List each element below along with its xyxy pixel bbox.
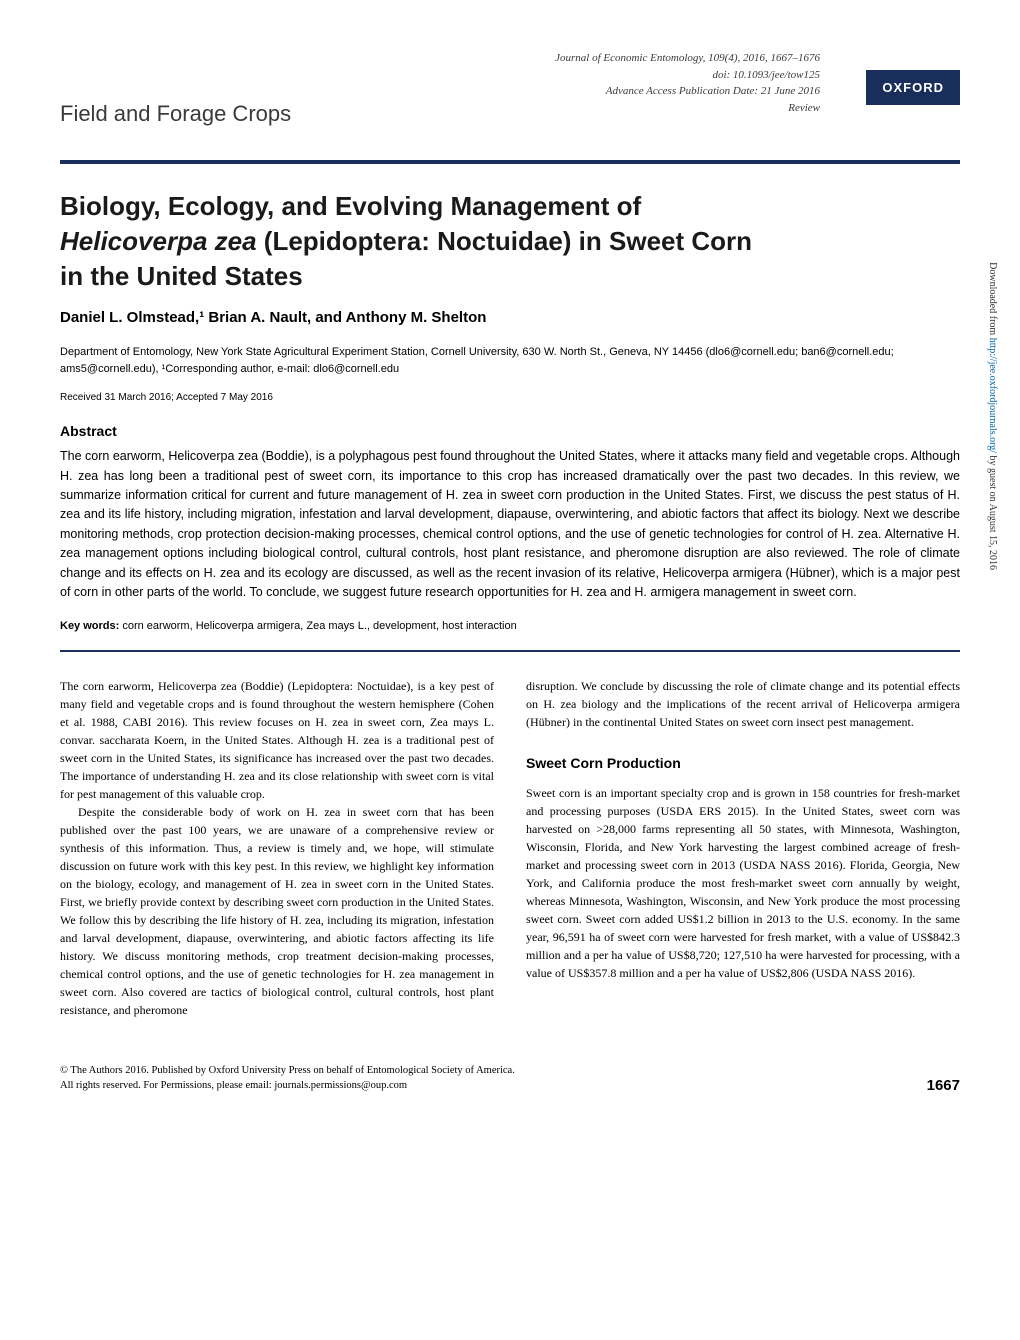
abstract-heading: Abstract [60, 423, 960, 439]
body-para-2: Despite the considerable body of work on… [60, 803, 494, 1019]
download-link[interactable]: http://jee.oxfordjournals.org/ [987, 338, 998, 453]
advance-line: Advance Access Publication Date: 21 June… [555, 83, 820, 100]
journal-line: Journal of Economic Entomology, 109(4), … [555, 50, 820, 67]
affiliation: Department of Entomology, New York State… [60, 344, 960, 377]
received-accepted-dates: Received 31 March 2016; Accepted 7 May 2… [60, 392, 960, 403]
body-para-4: Sweet corn is an important specialty cro… [526, 784, 960, 982]
footer-copyright: © The Authors 2016. Published by Oxford … [60, 1064, 515, 1093]
abstract-text: The corn earworm, Helicoverpa zea (Boddi… [60, 447, 960, 602]
keywords-text: corn earworm, Helicoverpa armigera, Zea … [119, 620, 516, 632]
doi-line: doi: 10.1093/jee/tow125 [555, 67, 820, 84]
title-species: Helicoverpa zea [60, 226, 257, 256]
download-post: by guest on August 15, 2016 [987, 453, 998, 570]
body-columns: The corn earworm, Helicoverpa zea (Boddi… [60, 677, 960, 1019]
body-para-3: disruption. We conclude by discussing th… [526, 677, 960, 731]
copyright-line-1: © The Authors 2016. Published by Oxford … [60, 1064, 515, 1079]
keywords-label: Key words: [60, 620, 119, 632]
header: Journal of Economic Entomology, 109(4), … [60, 50, 960, 135]
journal-metadata: Journal of Economic Entomology, 109(4), … [555, 50, 820, 116]
column-left: The corn earworm, Helicoverpa zea (Boddi… [60, 677, 494, 1019]
article-type: Review [555, 100, 820, 117]
footer: © The Authors 2016. Published by Oxford … [60, 1064, 960, 1093]
keywords: Key words: corn earworm, Helicoverpa arm… [60, 620, 960, 632]
authors: Daniel L. Olmstead,¹ Brian A. Nault, and… [60, 309, 960, 326]
copyright-line-2: All rights reserved. For Permissions, pl… [60, 1079, 515, 1094]
download-note: Downloaded from http://jee.oxfordjournal… [987, 262, 998, 570]
publisher-badge: OXFORD [866, 70, 960, 105]
title-line-1: Biology, Ecology, and Evolving Managemen… [60, 191, 641, 221]
article-title: Biology, Ecology, and Evolving Managemen… [60, 189, 960, 294]
body-para-1: The corn earworm, Helicoverpa zea (Boddi… [60, 677, 494, 803]
column-right: disruption. We conclude by discussing th… [526, 677, 960, 1019]
section-label: Field and Forage Crops [60, 101, 291, 127]
section-heading-sweet-corn: Sweet Corn Production [526, 753, 960, 774]
divider-mid [60, 650, 960, 652]
page-number: 1667 [927, 1077, 960, 1094]
download-pre: Downloaded from [987, 262, 998, 338]
title-line-2-rest: (Lepidoptera: Noctuidae) in Sweet Corn [257, 226, 752, 256]
title-line-3: in the United States [60, 261, 303, 291]
divider-top [60, 160, 960, 164]
